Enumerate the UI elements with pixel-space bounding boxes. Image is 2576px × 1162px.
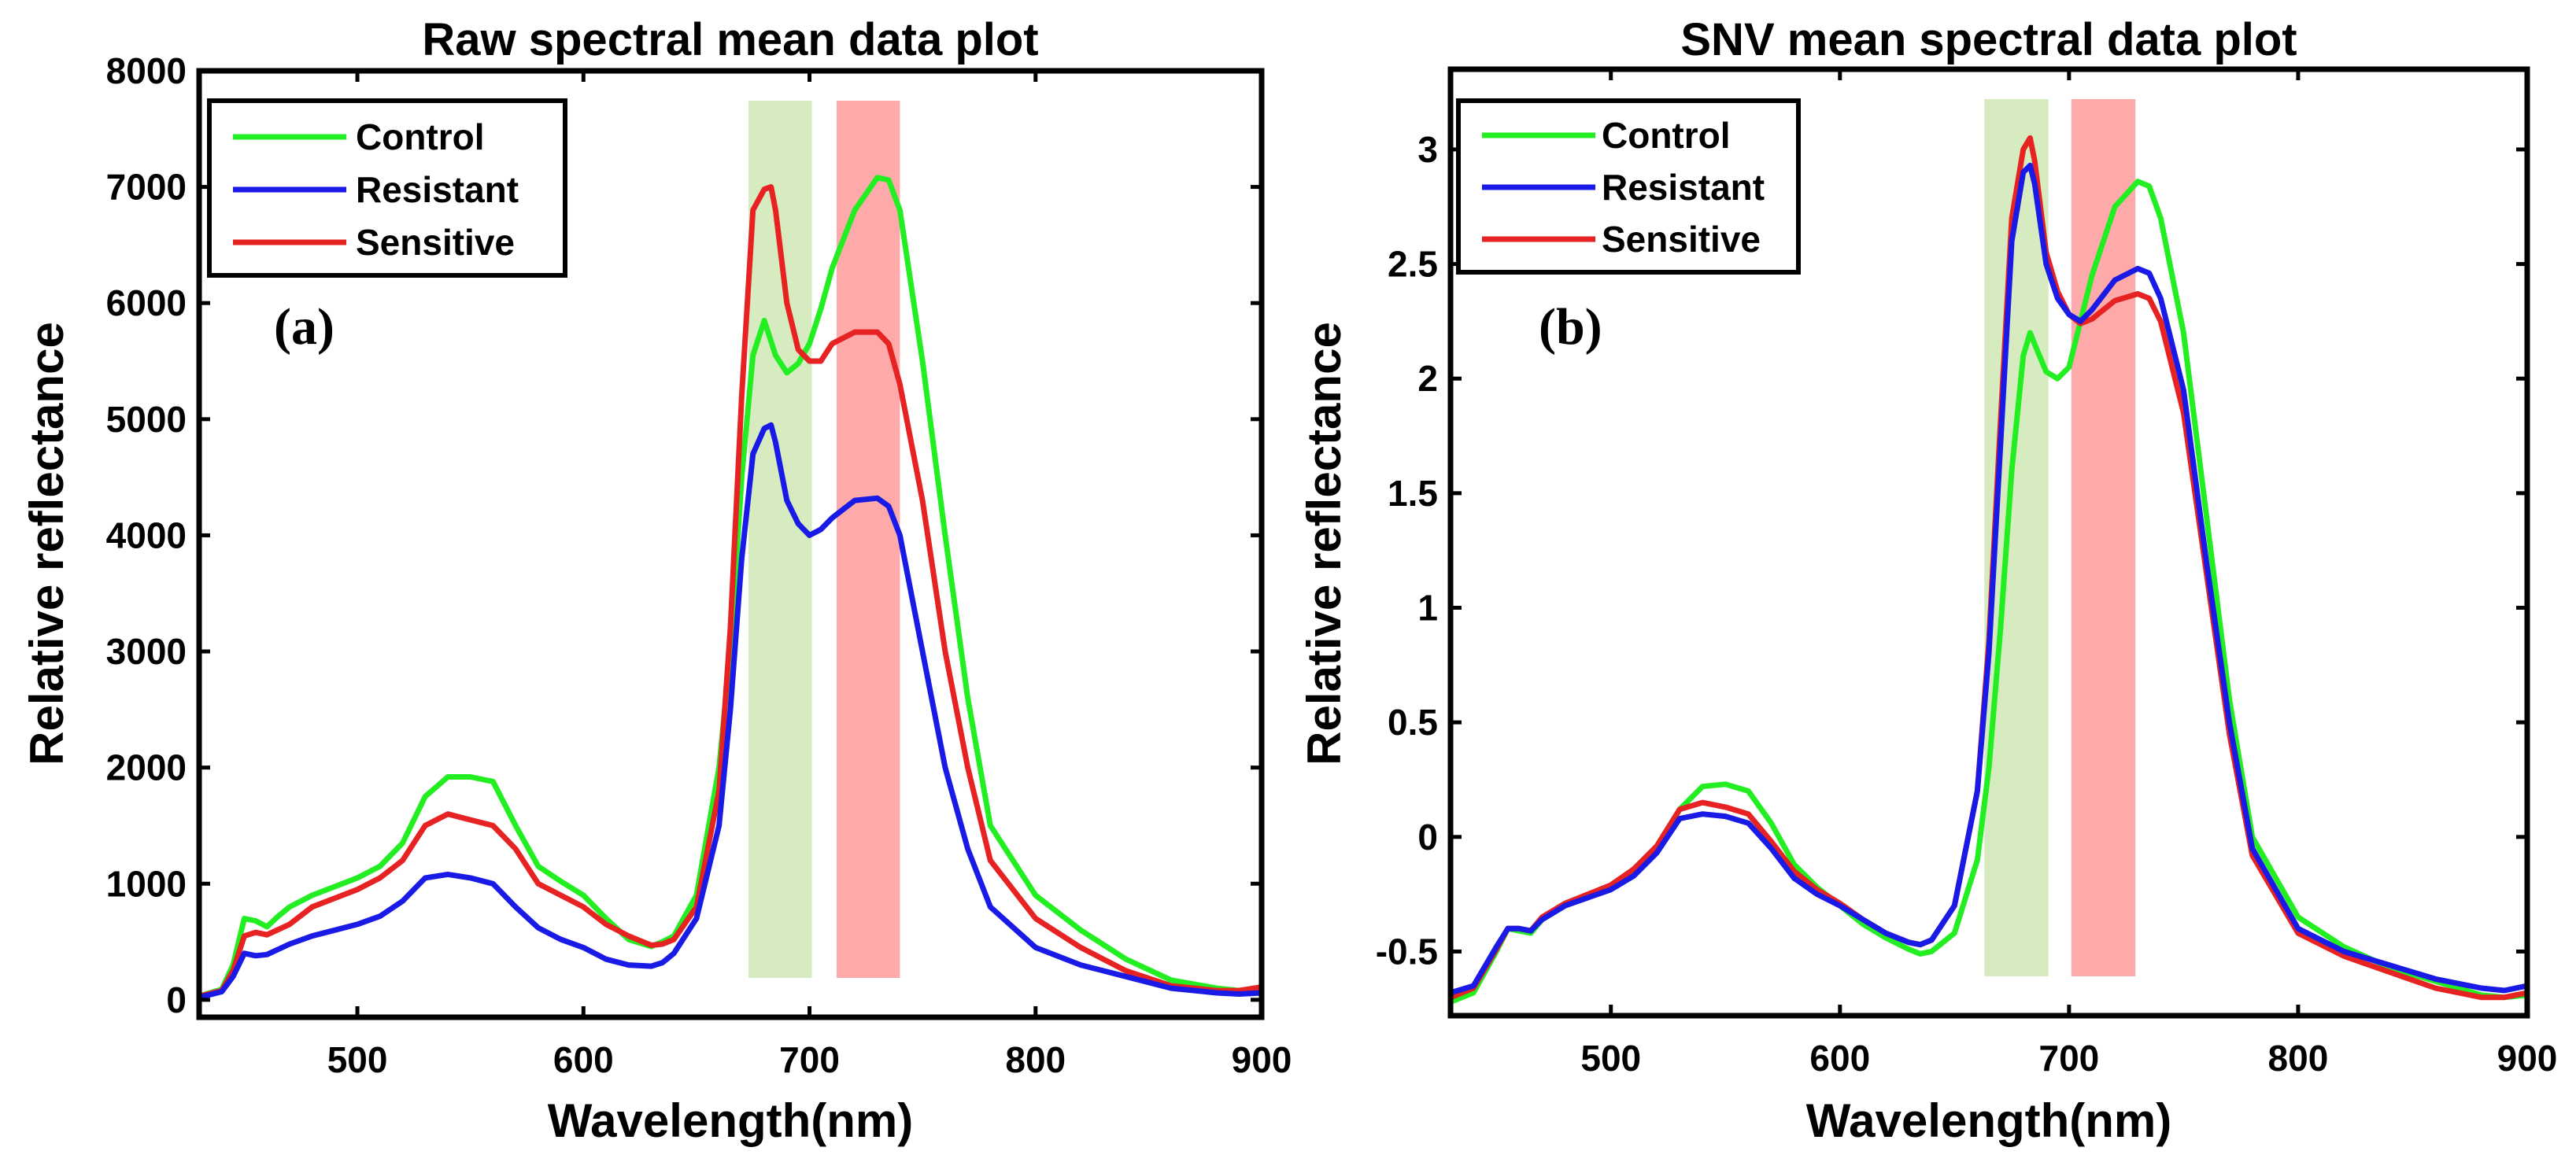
panel-a-xlabel: Wavelength(nm): [548, 1094, 913, 1147]
legend-a-resistant-label: Resistant: [356, 169, 519, 210]
panel-a-ytick-label: 1000: [106, 863, 187, 904]
panel-b-ytick-label: 0.5: [1388, 702, 1438, 743]
panel-b-xtick-label: 600: [1809, 1038, 1870, 1079]
panel-a-ytick-label: 3000: [106, 631, 187, 672]
legend-a-control-label: Control: [356, 116, 485, 157]
panel-b-ytick-label: 1: [1417, 588, 1438, 629]
panel-b-label: (b): [1539, 298, 1602, 356]
panel-a-ytick-label: 0: [166, 979, 187, 1020]
panel-a-xtick-label: 900: [1232, 1039, 1292, 1080]
panel-a-series: [196, 175, 1265, 1001]
panel-a-title: Raw spectral mean data plot: [422, 14, 1038, 65]
panel-a-xtick-label: 800: [1005, 1039, 1066, 1080]
panel-a-series-resistant: [196, 422, 1265, 1001]
panel-b-ytick-label: 1.5: [1388, 473, 1438, 514]
panel-b-ytick-label: 2.5: [1388, 244, 1438, 285]
legend-b-resistant-label: Resistant: [1602, 167, 1765, 208]
panel-b-ytick-label: -0.5: [1376, 931, 1438, 972]
panel-a-series-sensitive: [196, 184, 1265, 999]
panel-b-highlight-band-red: [2071, 99, 2136, 976]
legend-b-control-label: Control: [1602, 115, 1731, 156]
panel-a-ticks: 500 600 700 800 900 0 1000 2000 3000 4000 5000 6000…: [106, 50, 1292, 1080]
panel-b-title: SNV mean spectral data plot: [1680, 14, 2297, 65]
panel-b-legend: Control Resistant Sensitive: [1456, 98, 1801, 275]
legend-a-sensitive-label: Sensitive: [356, 222, 515, 263]
panel-a-ytick-label: 2000: [106, 747, 187, 788]
panel-b-xlabel: Wavelength(nm): [1806, 1094, 2171, 1147]
panel-a-xtick-label: 700: [779, 1039, 840, 1080]
panel-a-axes-frame: [196, 68, 1265, 1020]
panel-a: 500 600 700 800 900 0 1000 2000 3000 4000 5000 6000…: [20, 14, 1292, 1147]
panel-a-ylabel: Relative reflectance: [20, 322, 73, 765]
panel-b: 500 600 700 800 900 -0.5 0 0.5 1 1.5 2 2.5 3 SNV mea…: [1298, 14, 2557, 1147]
panel-a-ytick-label: 8000: [106, 50, 187, 91]
panel-a-ytick-label: 6000: [106, 282, 187, 323]
panel-a-xtick-label: 500: [327, 1039, 388, 1080]
panel-a-ytick-label: 7000: [106, 167, 187, 208]
panel-a-ytick-label: 5000: [106, 399, 187, 440]
panel-b-xtick-label: 800: [2268, 1038, 2329, 1079]
panel-b-xtick-label: 700: [2038, 1038, 2099, 1079]
panel-a-highlight-band-red: [837, 101, 900, 978]
panel-b-xtick-label: 500: [1580, 1038, 1641, 1079]
panel-b-ylabel: Relative reflectance: [1298, 322, 1351, 765]
panel-b-axes-frame: [1447, 66, 2530, 1019]
panel-b-ytick-label: 3: [1417, 129, 1438, 170]
legend-b-sensitive-label: Sensitive: [1602, 219, 1761, 260]
panel-a-label: (a): [274, 298, 334, 356]
panel-b-xtick-label: 900: [2497, 1038, 2558, 1079]
panel-a-legend: Control Resistant Sensitive: [207, 98, 567, 278]
panel-b-ytick-label: 2: [1417, 358, 1438, 399]
panel-b-series-resistant: [1447, 162, 2530, 996]
panel-a-series-control: [196, 175, 1265, 999]
panel-a-xtick-label: 600: [553, 1039, 614, 1080]
panel-a-ytick-label: 4000: [106, 515, 187, 555]
panel-b-series: [1447, 135, 2530, 1005]
panel-b-ytick-label: 0: [1417, 817, 1438, 858]
